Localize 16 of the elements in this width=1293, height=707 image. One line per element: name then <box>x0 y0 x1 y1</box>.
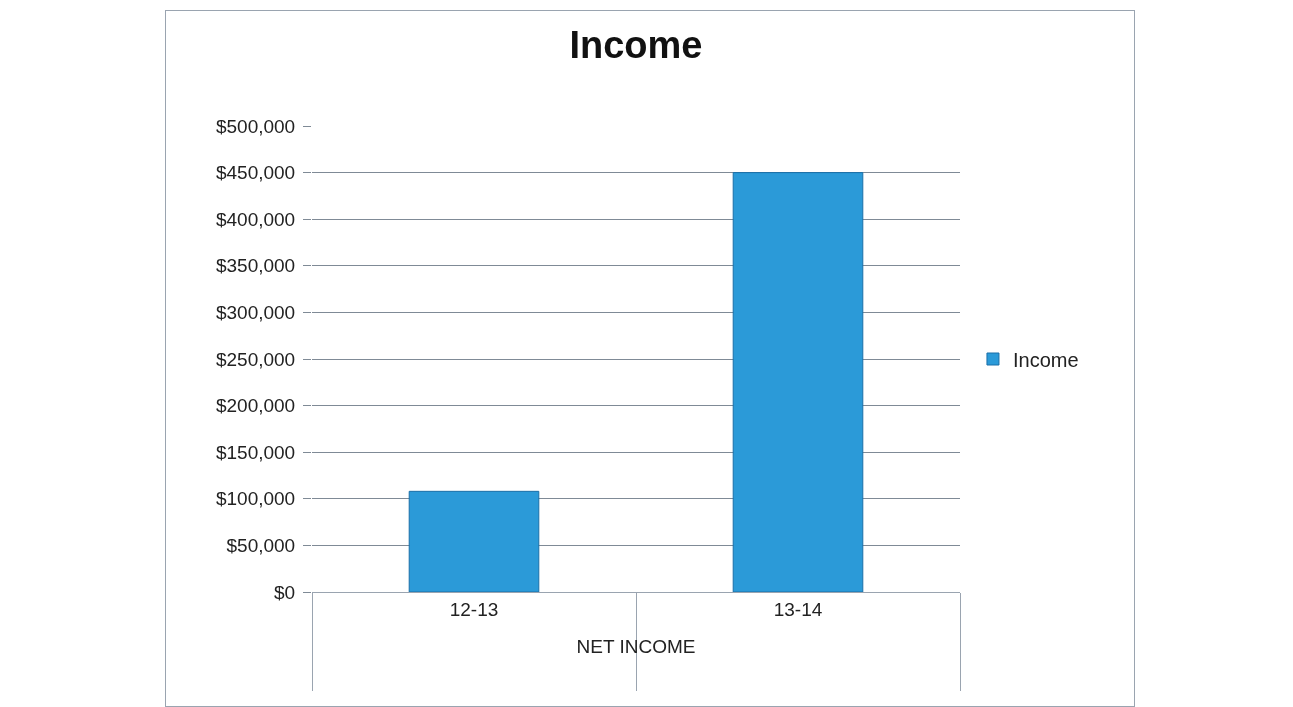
x-axis-title: NET INCOME <box>576 635 696 657</box>
y-tick-label: $500,000 <box>215 115 296 137</box>
y-tick-label: $250,000 <box>215 348 296 370</box>
y-tick-label: $300,000 <box>215 302 296 324</box>
legend-label: Income <box>1012 348 1079 371</box>
y-tick-label: $100,000 <box>215 488 296 510</box>
y-tick-label: $150,000 <box>215 441 296 463</box>
y-tick-label: $400,000 <box>215 208 296 230</box>
x-tick-label: 13-14 <box>773 598 823 620</box>
x-tick-label: 12-13 <box>449 598 499 620</box>
chart-title: Income <box>569 24 703 67</box>
y-tick-label: $0 <box>274 581 296 603</box>
y-tick-label: $450,000 <box>215 162 296 184</box>
y-tick-label: $50,000 <box>226 535 296 557</box>
y-tick-label: $350,000 <box>215 255 296 277</box>
y-tick-label: $200,000 <box>215 395 296 417</box>
